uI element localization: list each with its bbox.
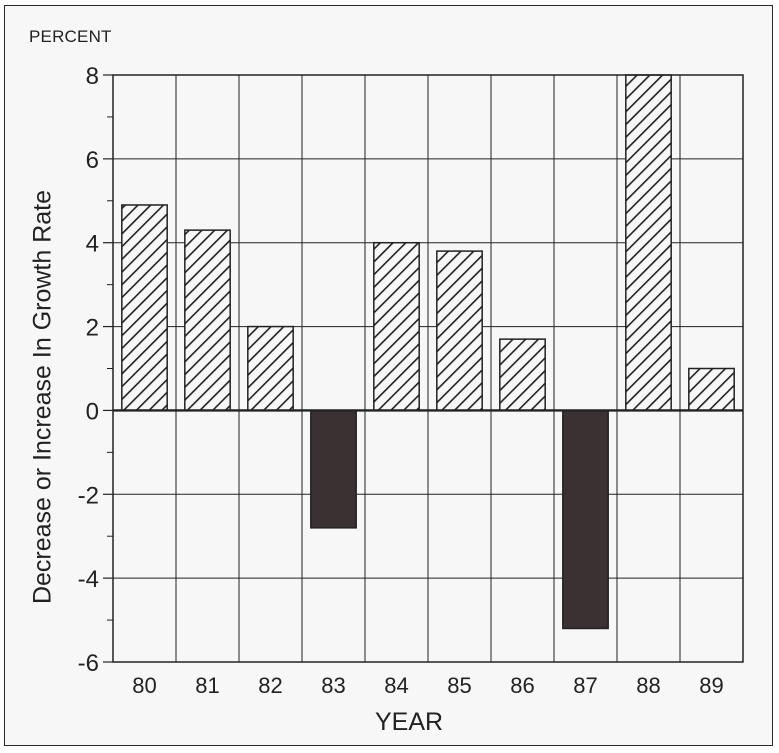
y-tick-label: 0 [86,398,99,425]
bars [121,74,735,630]
bar-88 [625,74,672,412]
chart-frame: PERCENT Decrease or Increase In Growth R… [4,5,773,746]
y-tick-label: -6 [78,650,99,677]
bar-85 [436,250,483,412]
x-tick-label: 82 [258,673,282,698]
y-tick-label: -2 [78,482,99,509]
bar-80 [121,204,168,412]
bar-84 [373,241,420,412]
y-tick-label: -4 [78,566,99,593]
bar-81 [184,229,231,412]
x-tick-label: 86 [510,673,534,698]
x-tick-label: 80 [132,673,156,698]
bar-82 [247,325,294,412]
y-tick-label: 2 [86,315,99,342]
x-tick-label: 84 [384,673,408,698]
x-tick-label: 83 [321,673,345,698]
x-tick-label: 81 [195,673,219,698]
bar-86 [499,338,546,412]
y-tick-label: 6 [86,147,99,174]
x-tick-label: 87 [573,673,597,698]
bar-83 [310,409,357,529]
bar-87 [562,409,609,630]
plot-border [112,74,744,663]
bar-89 [688,367,735,412]
y-tick-label: 4 [86,231,99,258]
x-axis-title: YEAR [375,708,444,736]
unit-label: PERCENT [29,27,112,46]
y-tick-label: 8 [86,63,99,90]
x-tick-label: 89 [699,673,723,698]
x-tick-label: 85 [447,673,471,698]
x-tick-label: 88 [636,673,660,698]
